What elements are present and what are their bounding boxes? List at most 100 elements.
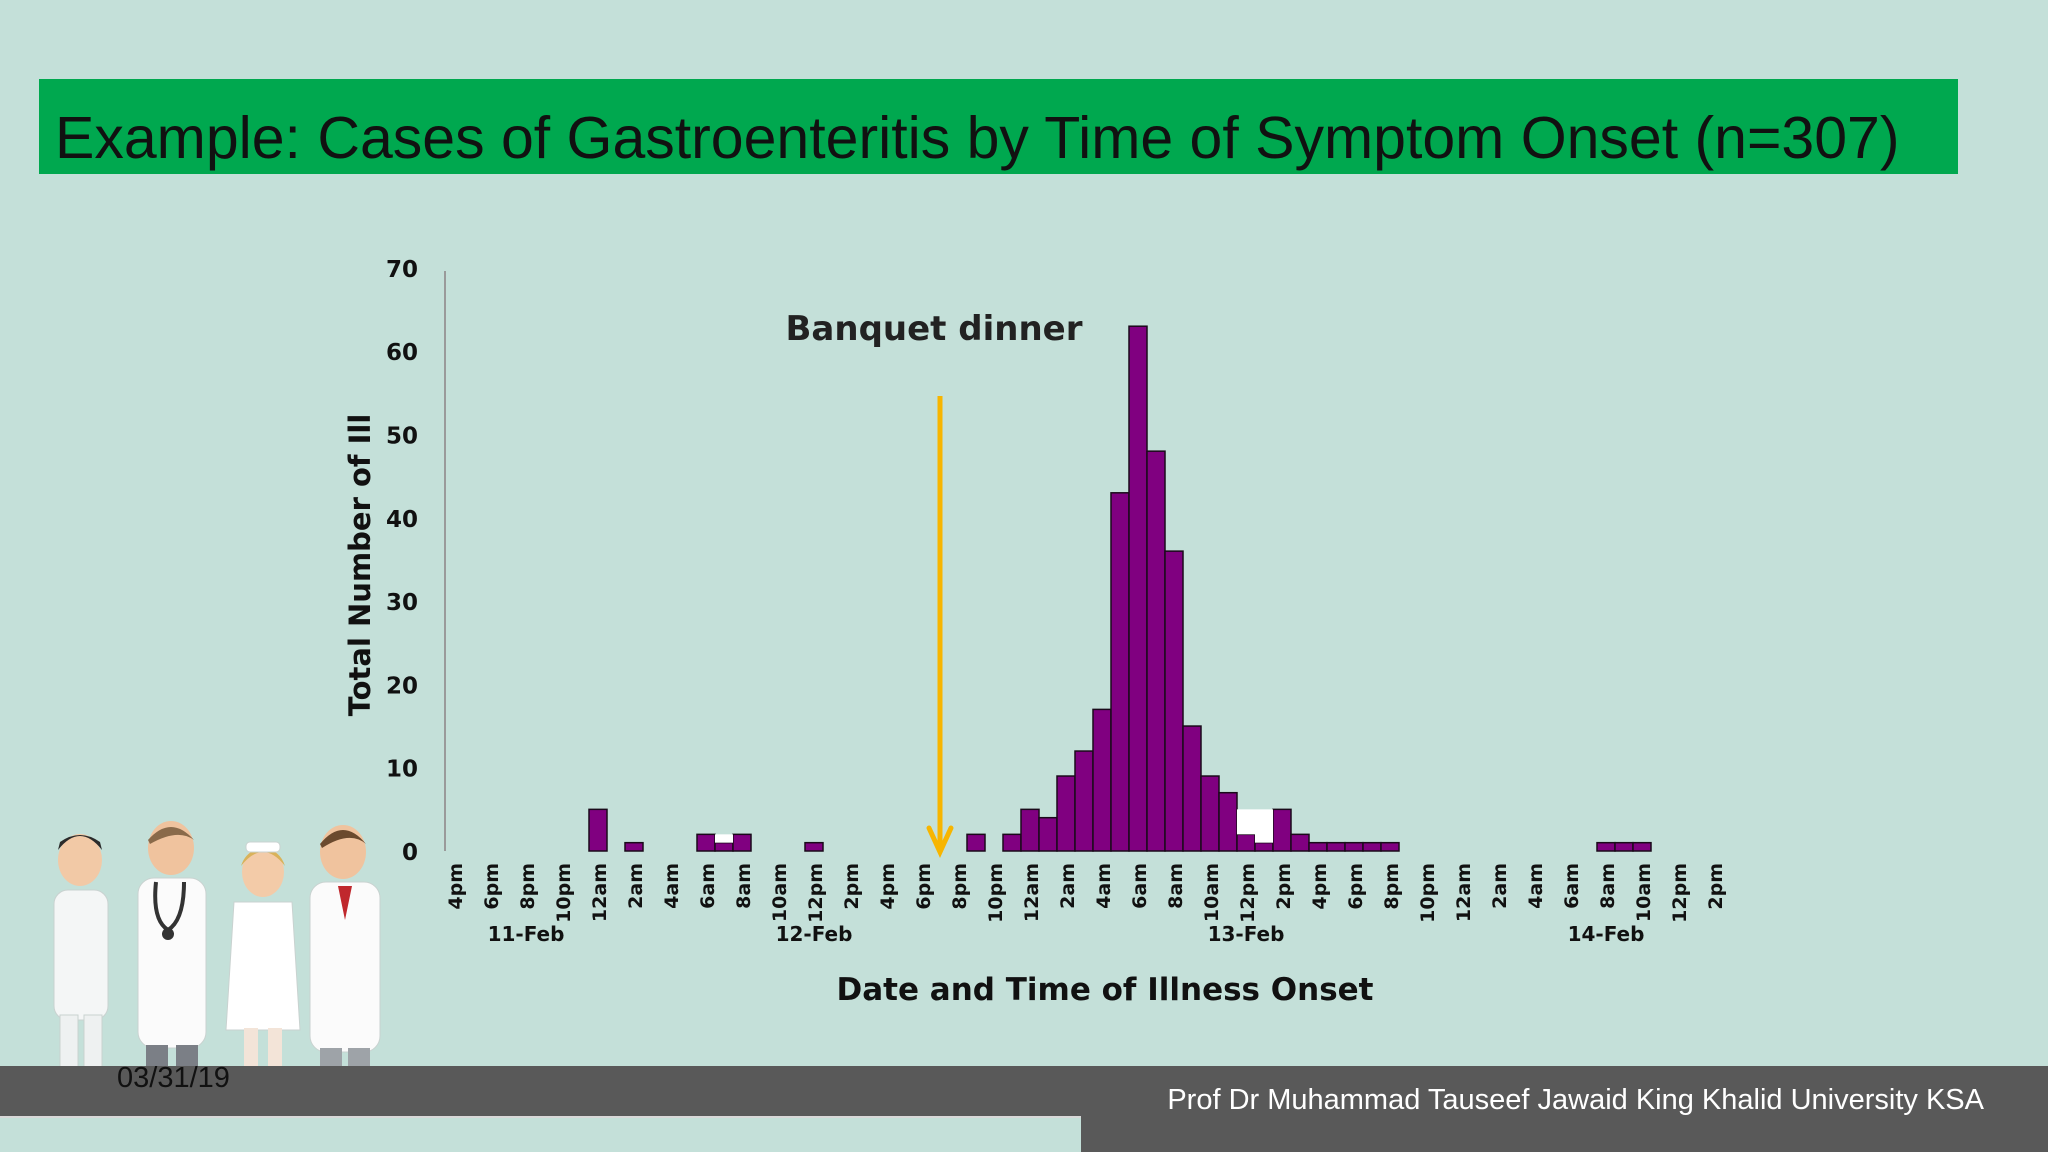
x-tick-label: 2pm [841, 863, 863, 910]
banquet-annotation: Banquet dinner [786, 309, 1083, 859]
bar [1254, 841, 1274, 852]
bar [804, 841, 824, 852]
y-tick-label: 70 [386, 257, 418, 283]
y-tick-label: 20 [386, 673, 418, 699]
x-tick-label: 6am [697, 863, 719, 909]
bar [1074, 750, 1094, 852]
bar [1200, 775, 1220, 852]
x-tick-label: 6pm [1345, 863, 1367, 910]
title-bar: Example: Cases of Gastroenteritis by Tim… [39, 79, 1958, 174]
x-tick-label: 12am [1453, 863, 1475, 922]
x-tick-label: 8pm [949, 863, 971, 910]
y-tick-label: 10 [386, 757, 418, 783]
bar [1218, 791, 1238, 852]
date-label: 12-Feb [776, 922, 853, 946]
bar [1308, 841, 1328, 852]
bar [1362, 841, 1382, 852]
bar [1146, 450, 1166, 852]
x-tick-label: 10am [1201, 863, 1223, 922]
annotation-label: Banquet dinner [786, 309, 1083, 349]
y-tick-label: 60 [386, 340, 418, 366]
x-axis-ticks: 4pm 6pm 8pm 10pm 12am 2am 4am 6am 8am 10am 12pm 2pm… [445, 863, 1727, 923]
x-tick-label: 6pm [481, 863, 503, 910]
bar [1596, 841, 1616, 852]
x-tick-label: 12pm [1669, 863, 1691, 923]
slide-title: Example: Cases of Gastroenteritis by Tim… [55, 105, 1900, 171]
x-tick-label: 10am [769, 863, 791, 922]
bar [1110, 492, 1130, 852]
x-tick-label: 2am [625, 863, 647, 909]
bar [1236, 833, 1256, 852]
bar [1272, 808, 1292, 852]
footer-bar-right [1081, 1066, 2048, 1152]
x-tick-label: 12pm [805, 863, 827, 923]
y-axis-title: Total Number of Ill [343, 414, 377, 717]
y-tick-label: 0 [402, 840, 418, 866]
bar [1290, 833, 1310, 852]
date-label: 14-Feb [1568, 922, 1645, 946]
bar [1344, 841, 1364, 852]
x-tick-label: 10am [1633, 863, 1655, 922]
y-tick-label: 30 [386, 590, 418, 616]
bar [1326, 841, 1346, 852]
bar [966, 833, 986, 852]
bar [1002, 833, 1022, 852]
x-tick-label: 4pm [445, 863, 467, 910]
x-tick-label: 6am [1129, 863, 1151, 909]
x-tick-label: 2pm [1273, 863, 1295, 910]
bar [588, 808, 608, 852]
x-tick-label: 8am [1597, 863, 1619, 909]
bar-highlight [715, 834, 733, 843]
bar-highlight [1255, 809, 1273, 843]
footer-date: 03/31/19 [117, 1062, 230, 1094]
x-tick-label: 4pm [1309, 863, 1331, 910]
bar [1164, 550, 1184, 852]
x-tick-label: 4pm [877, 863, 899, 910]
y-axis-ticks: 0 10 20 30 40 50 60 70 [386, 257, 418, 866]
x-tick-label: 10pm [553, 863, 575, 923]
date-label: 13-Feb [1208, 922, 1285, 946]
bar [1056, 775, 1076, 852]
bar [1092, 708, 1112, 852]
x-tick-label: 8pm [517, 863, 539, 910]
footer-bar-left [0, 1066, 1081, 1116]
bar [1128, 325, 1148, 852]
x-tick-label: 4am [1093, 863, 1115, 909]
bar [1380, 841, 1400, 852]
footer-author: Prof Dr Muhammad Tauseef Jawaid King Kha… [1167, 1084, 1984, 1116]
x-tick-label: 12am [589, 863, 611, 922]
bar [1038, 816, 1058, 852]
x-tick-label: 10pm [985, 863, 1007, 923]
nurse-male-icon [53, 834, 109, 1114]
x-tick-label: 2pm [1705, 863, 1727, 910]
annotation-arrowhead-icon [926, 825, 954, 859]
x-tick-label: 8am [1165, 863, 1187, 909]
date-label: 11-Feb [488, 922, 565, 946]
x-tick-label: 12am [1021, 863, 1043, 922]
date-labels: 11-Feb 12-Feb 13-Feb 14-Feb [488, 922, 1645, 946]
bar [732, 833, 752, 852]
x-tick-label: 4am [661, 863, 683, 909]
x-tick-label: 4am [1525, 863, 1547, 909]
bar [714, 841, 734, 852]
x-tick-label: 6pm [913, 863, 935, 910]
x-axis-title: Date and Time of Illness Onset [836, 972, 1373, 1008]
x-tick-label: 8pm [1381, 863, 1403, 910]
x-tick-label: 6am [1561, 863, 1583, 909]
bar [696, 833, 716, 852]
bar [1614, 841, 1634, 852]
x-tick-label: 2am [1057, 863, 1079, 909]
bar [624, 841, 644, 852]
x-tick-label: 2am [1489, 863, 1511, 909]
x-tick-label: 8am [733, 863, 755, 909]
y-tick-label: 50 [386, 424, 418, 450]
x-tick-label: 10pm [1417, 863, 1439, 923]
bars [588, 325, 1652, 852]
bar [1632, 841, 1652, 852]
bar [1020, 808, 1040, 852]
bar [1182, 725, 1202, 852]
x-tick-label: 12pm [1237, 863, 1259, 923]
bar-highlight [1237, 809, 1255, 835]
y-tick-label: 40 [386, 507, 418, 533]
